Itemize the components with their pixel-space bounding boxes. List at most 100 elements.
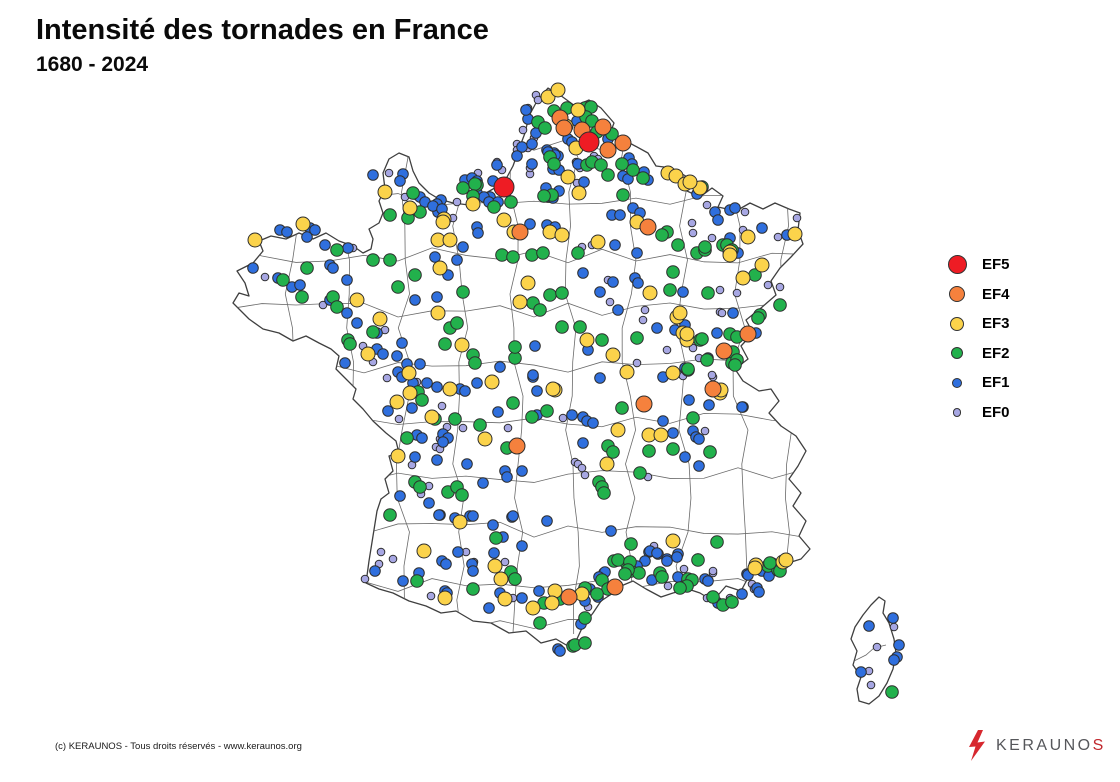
tornado-dot-ef1 — [607, 276, 619, 288]
tornado-dot-ef1 — [457, 241, 469, 253]
tornado-dot-ef3 — [679, 326, 695, 342]
tornado-dot-ef1 — [301, 231, 313, 243]
tornado-dot-ef0 — [732, 288, 742, 298]
tornado-dot-ef0 — [580, 470, 590, 480]
tornado-dot-ef2 — [468, 356, 482, 370]
tornado-dot-ef2 — [468, 177, 482, 191]
tornado-dot-ef3 — [740, 229, 756, 245]
tornado-dot-ef3 — [465, 196, 481, 212]
tornado-dot-ef1 — [541, 515, 553, 527]
tornado-dot-ef0 — [763, 280, 773, 290]
tornado-dot-ef4 — [739, 325, 757, 343]
tornado-dot-ef5 — [493, 176, 515, 198]
tornado-dot-ef1 — [657, 415, 669, 427]
tornado-dot-ef0 — [708, 566, 718, 576]
tornado-dot-ef3 — [247, 232, 263, 248]
tornado-dot-ef0 — [702, 200, 712, 210]
tornado-dot-ef3 — [579, 332, 595, 348]
tornado-dot-ef2 — [686, 411, 700, 425]
tornado-dot-ef3 — [554, 227, 570, 243]
tornado-dot-ef1 — [409, 294, 421, 306]
tornado-dot-ef1 — [736, 588, 748, 600]
ef3-swatch-icon — [950, 316, 964, 331]
tornado-dot-ef1 — [736, 401, 748, 413]
tornado-dot-ef1 — [492, 406, 504, 418]
tornado-dot-ef2 — [525, 248, 539, 262]
tornado-dot-ef3 — [402, 200, 418, 216]
tornado-dot-ef3 — [787, 226, 803, 242]
tornado-dot-ef3 — [389, 394, 405, 410]
tornado-dot-ef2 — [300, 261, 314, 275]
tornado-dot-ef2 — [666, 442, 680, 456]
logo-text: KERAUNOS — [996, 737, 1106, 755]
tornado-dot-ef2 — [706, 590, 720, 604]
tornado-dot-ef1 — [423, 497, 435, 509]
tornado-dot-ef0 — [632, 358, 642, 368]
legend-item-ef2: EF2 — [946, 339, 1010, 369]
tornado-dot-ef2 — [504, 195, 518, 209]
tornado-dot-ef3 — [747, 560, 763, 576]
tornado-dot-ef2 — [366, 325, 380, 339]
tornado-dot-ef2 — [595, 333, 609, 347]
tornado-dot-ef2 — [383, 508, 397, 522]
title-block: Intensité des tornades en France 1680 - … — [36, 14, 489, 77]
tornado-dot-ef3 — [487, 558, 503, 574]
tornado-dot-ef1 — [651, 322, 663, 334]
page-subtitle: 1680 - 2024 — [36, 53, 149, 76]
tornado-dot-ef2 — [618, 567, 632, 581]
tornado-dot-ef1 — [396, 337, 408, 349]
tornado-dot-ef1 — [341, 307, 353, 319]
tornado-dot-ef3 — [401, 365, 417, 381]
tornado-dot-ef3 — [570, 102, 586, 118]
tornado-dot-ef1 — [566, 409, 578, 421]
tornado-dot-ef0 — [687, 218, 697, 228]
tornado-dot-ef4 — [639, 218, 657, 236]
tornado-dot-ef2 — [698, 240, 712, 254]
tornado-dot-ef0 — [452, 197, 462, 207]
tornado-dot-ef3 — [722, 247, 738, 263]
tornado-dot-ef1 — [524, 218, 536, 230]
tornado-dot-ef2 — [495, 248, 509, 262]
tornado-dot-ef3 — [295, 216, 311, 232]
tornado-dot-ef1 — [887, 612, 899, 624]
tornado-dot-ef2 — [594, 158, 608, 172]
tornado-dot-ef2 — [489, 531, 503, 545]
tornado-dot-ef4 — [635, 395, 653, 413]
tornado-dot-ef1 — [491, 159, 503, 171]
legend-label: EF5 — [982, 256, 1010, 274]
tornado-dot-ef1 — [516, 592, 528, 604]
tornado-dot-ef0 — [889, 622, 899, 632]
tornado-dot-ef1 — [711, 327, 723, 339]
legend-swatch-box — [946, 316, 968, 331]
tornado-dot-ef1 — [488, 547, 500, 559]
tornado-dot-ef0 — [663, 581, 673, 591]
tornado-dot-ef1 — [632, 277, 644, 289]
tornado-dot-ef3 — [454, 337, 470, 353]
tornado-dot-ef2 — [366, 253, 380, 267]
tornado-dot-ef3 — [452, 514, 468, 530]
tornado-dot-ef2 — [624, 537, 638, 551]
legend-label: EF3 — [982, 315, 1010, 333]
tornado-dot-ef0 — [388, 554, 398, 564]
tornado-dot-ef2 — [710, 535, 724, 549]
tornado-dot-ef1 — [309, 224, 321, 236]
tornado-dot-ef3 — [477, 431, 493, 447]
tornado-dot-ef3 — [665, 365, 681, 381]
legend-label: EF0 — [982, 403, 1010, 421]
tornado-dot-ef3 — [416, 543, 432, 559]
tornado-dot-ef3 — [372, 311, 388, 327]
legend-swatch-box — [946, 255, 968, 275]
tornado-dot-ef2 — [701, 286, 715, 300]
tornado-dot-ef1 — [431, 291, 443, 303]
tornado-dot-ef1 — [516, 540, 528, 552]
tornado-dot-ef2 — [597, 486, 611, 500]
tornado-dot-ef0 — [872, 642, 882, 652]
tornado-dot-ef2 — [555, 320, 569, 334]
tornado-dot-ef2 — [573, 320, 587, 334]
tornado-dot-ef1 — [605, 525, 617, 537]
tornado-dot-ef0 — [688, 228, 698, 238]
tornado-dot-ef2 — [295, 290, 309, 304]
tornado-dot-ef2 — [533, 616, 547, 630]
tornado-dot-ef2 — [626, 163, 640, 177]
tornado-dot-ef3 — [590, 234, 606, 250]
